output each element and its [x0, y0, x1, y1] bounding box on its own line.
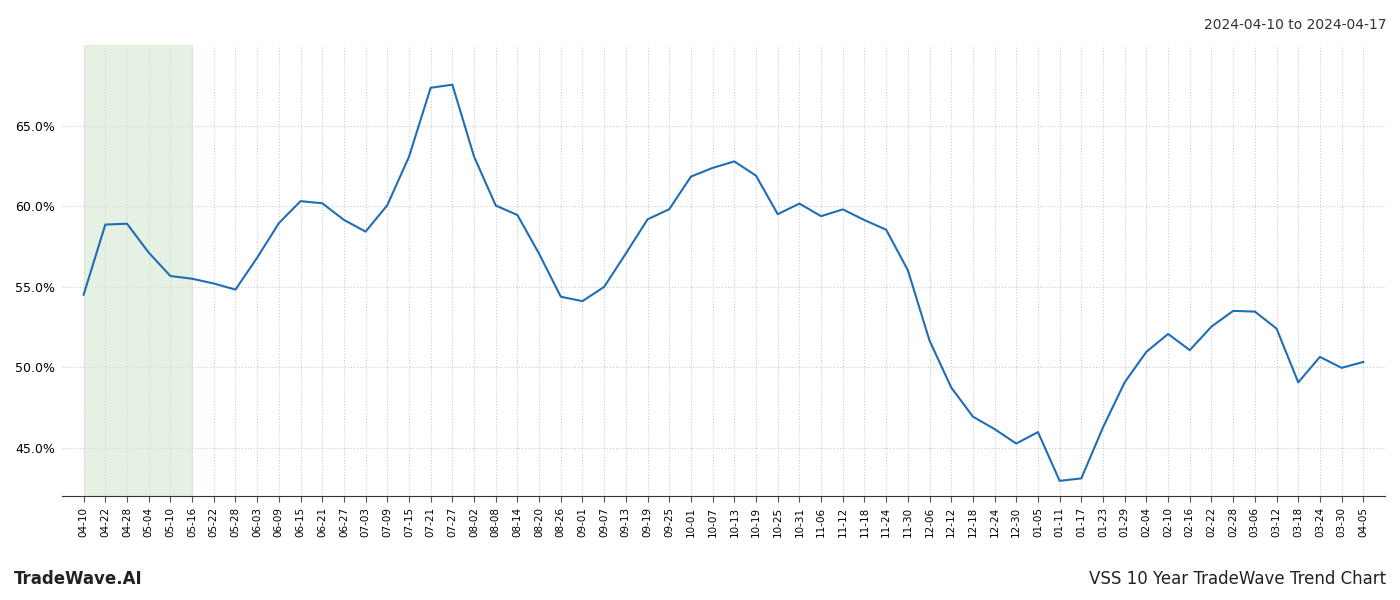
Bar — [84, 45, 192, 496]
Text: 2024-04-10 to 2024-04-17: 2024-04-10 to 2024-04-17 — [1204, 18, 1386, 32]
Text: TradeWave.AI: TradeWave.AI — [14, 570, 143, 588]
Text: VSS 10 Year TradeWave Trend Chart: VSS 10 Year TradeWave Trend Chart — [1089, 570, 1386, 588]
